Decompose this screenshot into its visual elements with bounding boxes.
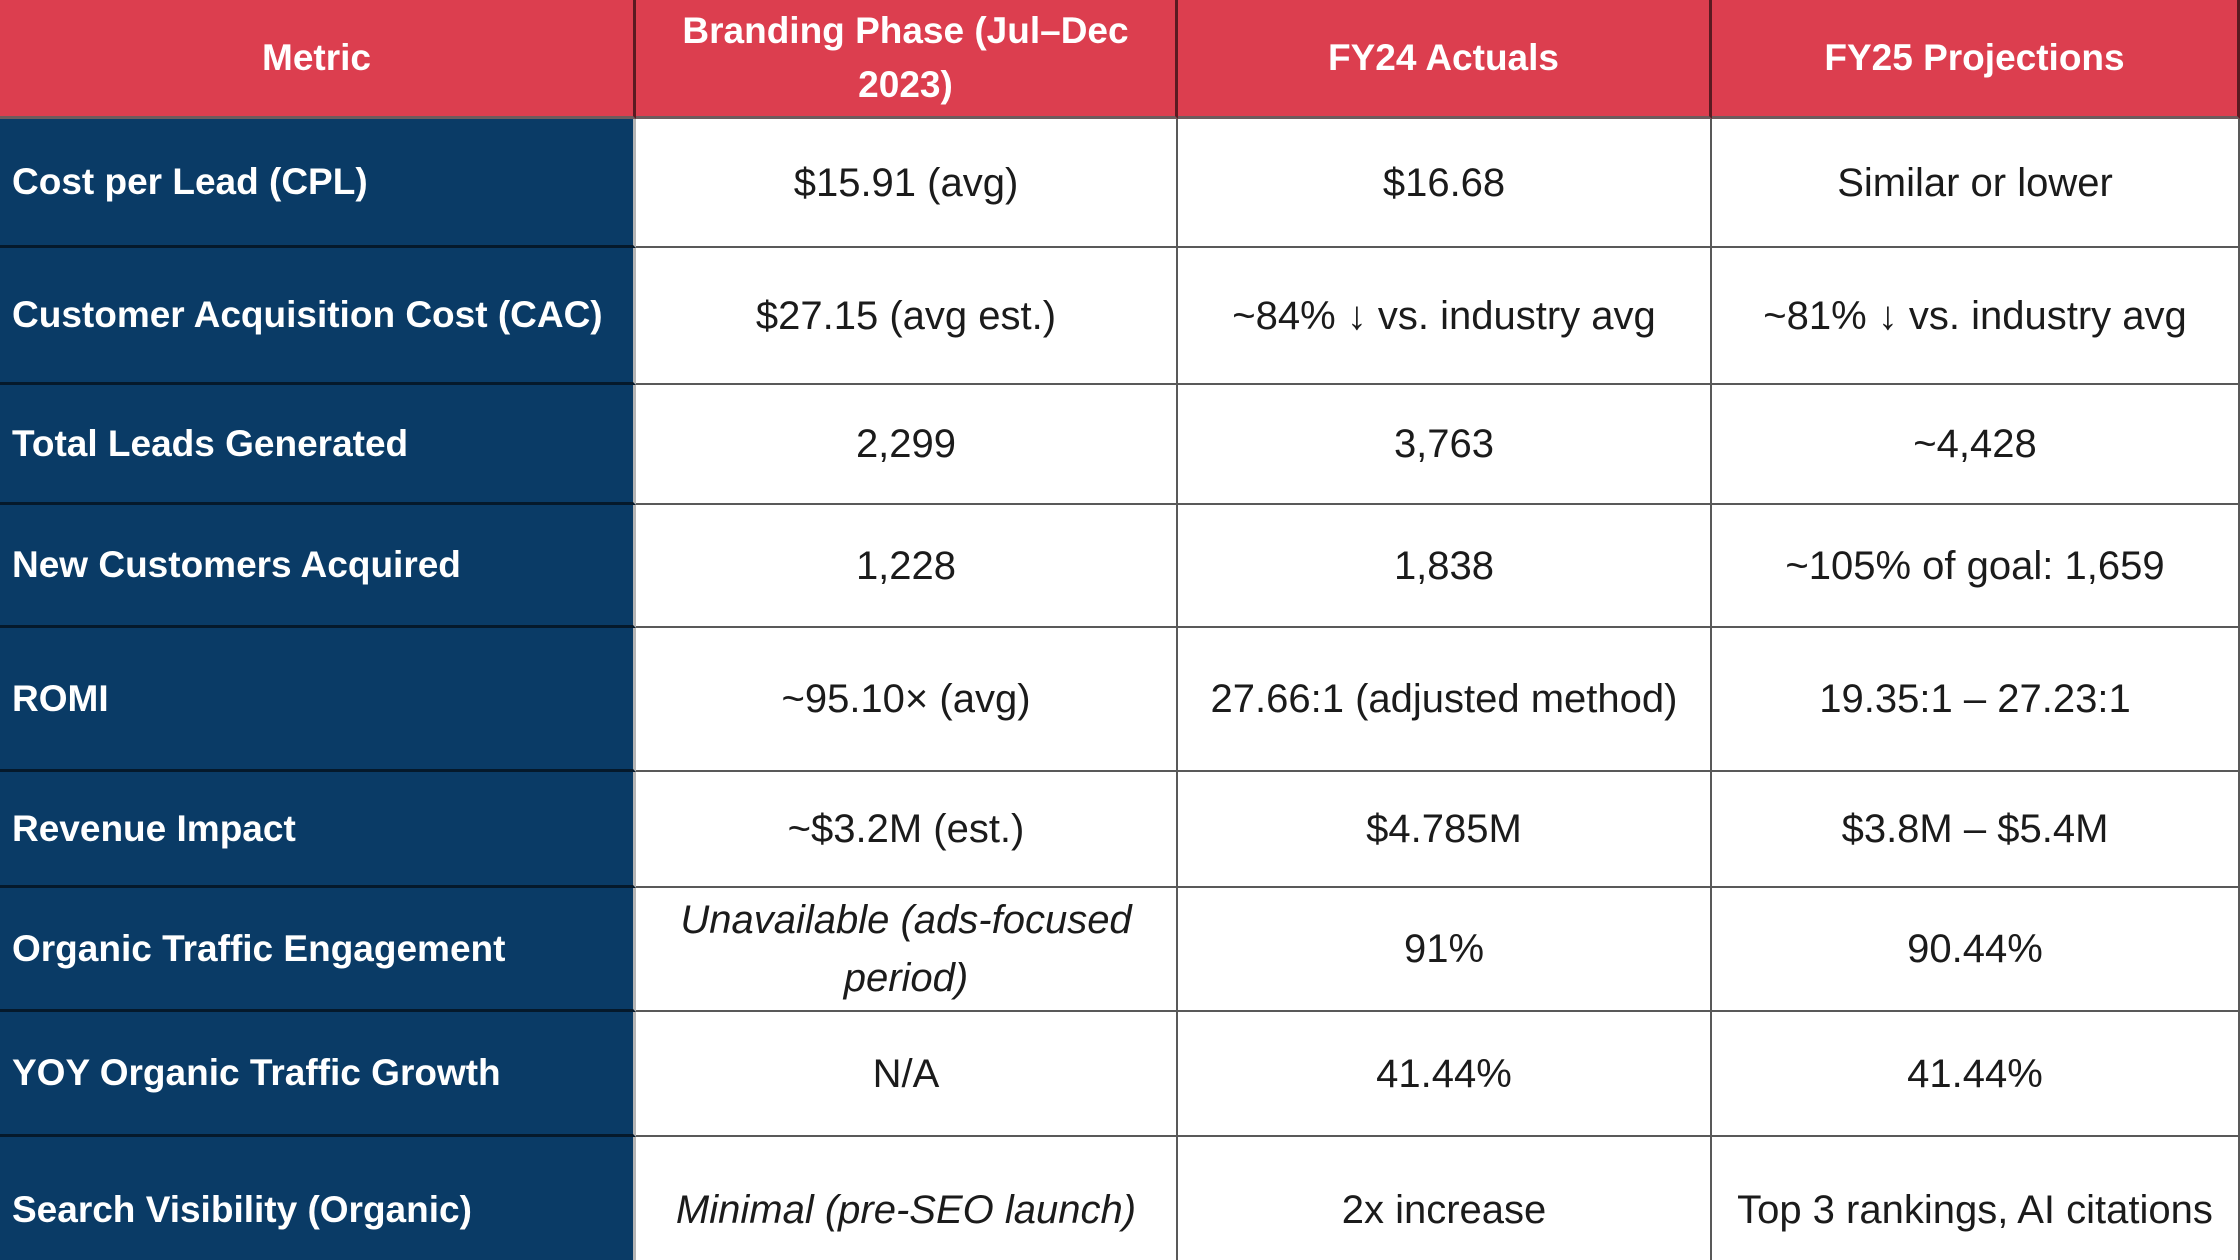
value-cell: ~95.10× (avg) — [636, 628, 1178, 772]
value-cell: 27.66:1 (adjusted method) — [1178, 628, 1712, 772]
value-cell: 19.35:1 – 27.23:1 — [1712, 628, 2240, 772]
value-cell: 1,838 — [1178, 505, 1712, 628]
value-cell: $27.15 (avg est.) — [636, 248, 1178, 385]
value-cell: $3.8M – $5.4M — [1712, 772, 2240, 888]
value-cell: $4.785M — [1178, 772, 1712, 888]
value-cell: 2x increase — [1178, 1137, 1712, 1260]
value-cell: 41.44% — [1712, 1012, 2240, 1137]
value-cell: ~$3.2M (est.) — [636, 772, 1178, 888]
value-cell: 1,228 — [636, 505, 1178, 628]
value-cell: N/A — [636, 1012, 1178, 1137]
header-cell-fy24-actuals: FY24 Actuals — [1178, 0, 1712, 119]
metric-cell: Total Leads Generated — [0, 385, 636, 505]
table-row-romi: ROMI ~95.10× (avg) 27.66:1 (adjusted met… — [0, 628, 2240, 772]
value-cell: $16.68 — [1178, 119, 1712, 248]
value-cell: Similar or lower — [1712, 119, 2240, 248]
value-cell: 41.44% — [1178, 1012, 1712, 1137]
value-cell: ~105% of goal: 1,659 — [1712, 505, 2240, 628]
value-cell: 90.44% — [1712, 888, 2240, 1012]
metric-cell: Organic Traffic Engagement — [0, 888, 636, 1012]
value-cell: 3,763 — [1178, 385, 1712, 505]
table-row-cpl: Cost per Lead (CPL) $15.91 (avg) $16.68 … — [0, 119, 2240, 248]
table-row-yoy-organic-growth: YOY Organic Traffic Growth N/A 41.44% 41… — [0, 1012, 2240, 1137]
value-cell: ~81% ↓ vs. industry avg — [1712, 248, 2240, 385]
metric-cell: YOY Organic Traffic Growth — [0, 1012, 636, 1137]
table-row-new-customers: New Customers Acquired 1,228 1,838 ~105%… — [0, 505, 2240, 628]
table-row-revenue-impact: Revenue Impact ~$3.2M (est.) $4.785M $3.… — [0, 772, 2240, 888]
value-cell: 2,299 — [636, 385, 1178, 505]
metric-cell: New Customers Acquired — [0, 505, 636, 628]
table-row-organic-engagement: Organic Traffic Engagement Unavailable (… — [0, 888, 2240, 1012]
header-cell-fy25-projections: FY25 Projections — [1712, 0, 2240, 119]
table-row-total-leads: Total Leads Generated 2,299 3,763 ~4,428 — [0, 385, 2240, 505]
table-row-search-visibility: Search Visibility (Organic) Minimal (pre… — [0, 1137, 2240, 1260]
header-cell-metric: Metric — [0, 0, 636, 119]
metric-cell: Customer Acquisition Cost (CAC) — [0, 248, 636, 385]
metric-cell: Cost per Lead (CPL) — [0, 119, 636, 248]
value-cell: Unavailable (ads-focused period) — [636, 888, 1178, 1012]
header-cell-branding-phase: Branding Phase (Jul–Dec 2023) — [636, 0, 1178, 119]
table-row-cac: Customer Acquisition Cost (CAC) $27.15 (… — [0, 248, 2240, 385]
header-row: Metric Branding Phase (Jul–Dec 2023) FY2… — [0, 0, 2240, 119]
value-cell: Minimal (pre-SEO launch) — [636, 1137, 1178, 1260]
metric-cell: Revenue Impact — [0, 772, 636, 888]
metric-cell: ROMI — [0, 628, 636, 772]
value-cell: Top 3 rankings, AI citations — [1712, 1137, 2240, 1260]
value-cell: ~84% ↓ vs. industry avg — [1178, 248, 1712, 385]
value-cell: 91% — [1178, 888, 1712, 1012]
metric-cell: Search Visibility (Organic) — [0, 1137, 636, 1260]
value-cell: ~4,428 — [1712, 385, 2240, 505]
value-cell: $15.91 (avg) — [636, 119, 1178, 248]
